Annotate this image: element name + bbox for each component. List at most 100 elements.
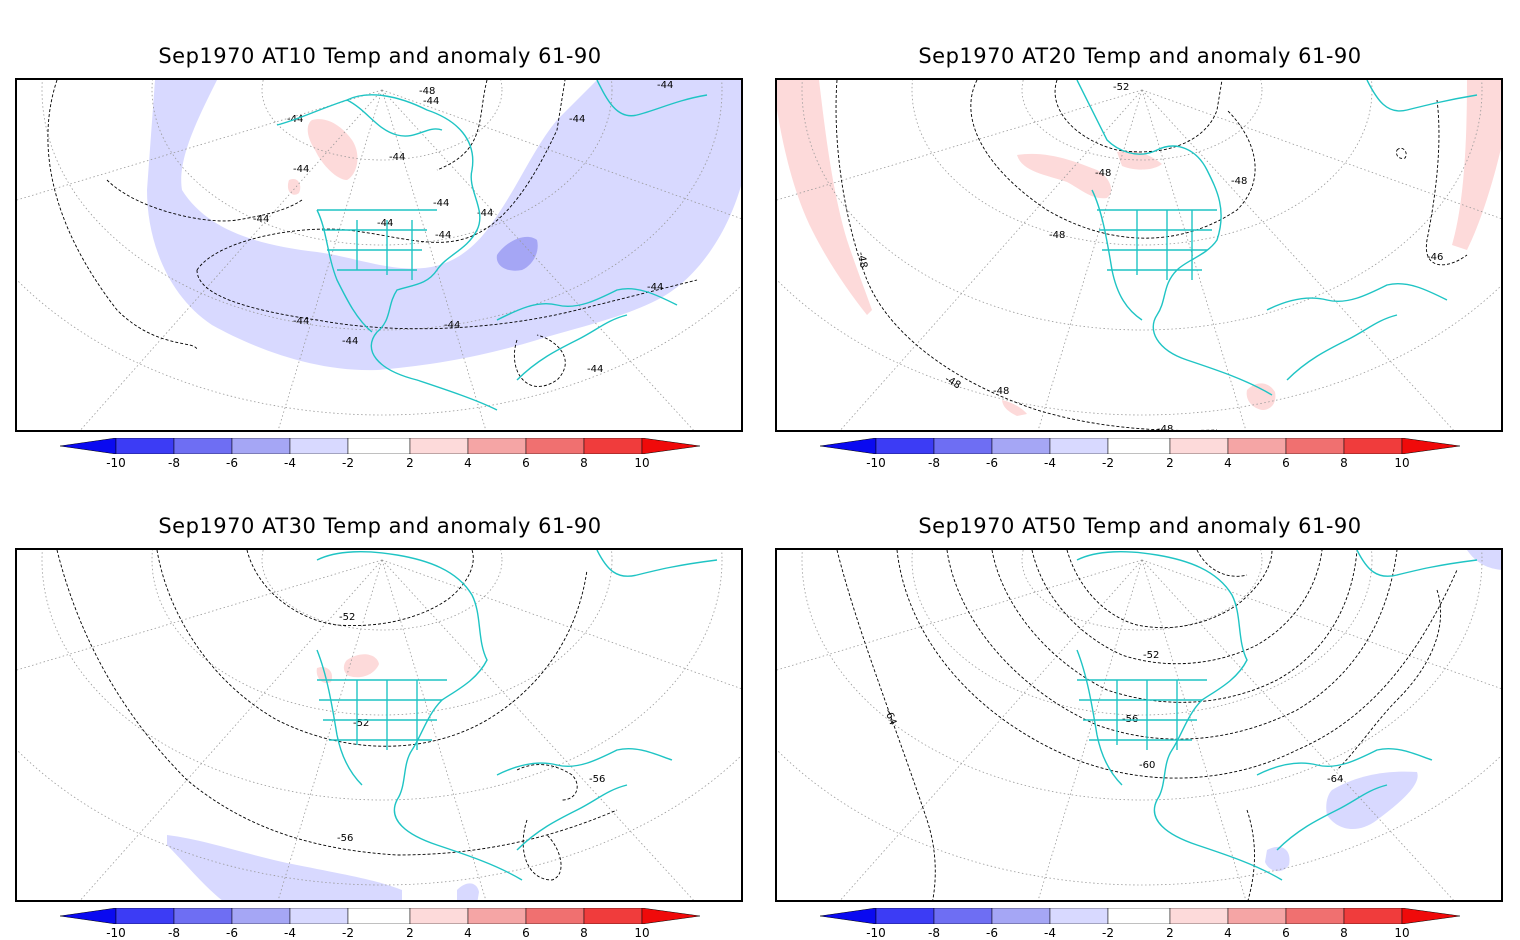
anomaly-negative-region xyxy=(1467,550,1501,570)
graticule xyxy=(17,550,741,900)
colorbar-swatch xyxy=(875,907,935,925)
contour-label: -48 xyxy=(855,251,869,269)
anomaly-positive-region xyxy=(777,80,872,315)
colorbar-label: -4 xyxy=(1044,456,1056,470)
contour-label: -44 xyxy=(293,316,309,327)
colorbar-label: 4 xyxy=(464,926,472,940)
contour-lines xyxy=(47,80,698,387)
colorbar-label: 6 xyxy=(522,926,530,940)
colorbar-label: -4 xyxy=(284,456,296,470)
contour-label: -44 xyxy=(389,152,405,163)
colorbar-label: 2 xyxy=(1166,456,1174,470)
colorbar-swatches xyxy=(819,437,1461,455)
colorbar-label: 8 xyxy=(580,456,588,470)
colorbar-label: -10 xyxy=(866,456,886,470)
colorbar-label: 8 xyxy=(1340,456,1348,470)
panel-title: Sep1970 AT20 Temp and anomaly 61-90 xyxy=(918,44,1362,68)
colorbar-swatch xyxy=(1401,907,1461,925)
colorbar-swatch xyxy=(289,907,349,925)
colorbar-swatch xyxy=(525,437,585,455)
colorbar-swatches xyxy=(59,907,701,925)
colorbar-swatch xyxy=(409,437,469,455)
colorbar-swatch xyxy=(347,437,411,455)
colorbar-swatch xyxy=(933,907,993,925)
contour-label: -44 xyxy=(444,320,460,331)
colorbar-swatch xyxy=(1343,907,1403,925)
contour-label: -44 xyxy=(342,336,358,347)
panel-at20: Sep1970 AT20 Temp and anomaly 61-90 xyxy=(760,0,1520,470)
colorbar-swatch xyxy=(1169,907,1229,925)
contour-label: -52 xyxy=(353,718,369,729)
colorbar-label: -6 xyxy=(226,926,238,940)
contour-label: -56 xyxy=(589,774,605,785)
contour-label: -60 xyxy=(1139,760,1155,771)
contour-label: -48 xyxy=(1049,230,1065,241)
anomaly-positive-region xyxy=(1002,400,1027,416)
contour-label: -44 xyxy=(433,198,449,209)
graticule xyxy=(777,550,1501,900)
colorbar-swatch xyxy=(59,907,117,925)
map-canvas: -48 -44 -44 -44 -44 -44 -44 -44 -44 -44 … xyxy=(17,80,741,430)
coastlines xyxy=(1076,550,1478,881)
colorbar: -10 -8 -6 -4 -2 2 4 6 8 10 xyxy=(819,437,1461,470)
anomaly-negative-region xyxy=(457,883,479,900)
coastlines xyxy=(316,550,718,881)
contour-lines xyxy=(836,550,1458,900)
colorbar-swatch xyxy=(409,907,469,925)
colorbar-swatch xyxy=(289,437,349,455)
colorbar-swatch xyxy=(1401,437,1461,455)
contour-label: -56 xyxy=(337,833,353,844)
colorbar-label: -4 xyxy=(1044,926,1056,940)
colorbar-label: 2 xyxy=(1166,926,1174,940)
colorbar-label: -2 xyxy=(1102,456,1114,470)
colorbar-swatch xyxy=(347,907,411,925)
colorbar-label: 4 xyxy=(1224,456,1232,470)
colorbar-label: -6 xyxy=(226,456,238,470)
panel-title: Sep1970 AT50 Temp and anomaly 61-90 xyxy=(918,514,1362,538)
colorbar-swatch xyxy=(1049,907,1109,925)
map-canvas: -52 -48 -48 -48 -48 -48 -46 -48 -48 xyxy=(777,80,1501,430)
colorbar-swatch xyxy=(173,437,233,455)
map-at10: -48 -44 -44 -44 -44 -44 -44 -44 -44 -44 … xyxy=(15,78,743,432)
contour-label: -44 xyxy=(477,208,493,219)
colorbar: -10 -8 -6 -4 -2 2 4 6 8 10 xyxy=(819,907,1461,940)
colorbar-label: -6 xyxy=(986,926,998,940)
colorbar-swatch xyxy=(1107,437,1171,455)
colorbar-swatch xyxy=(1227,907,1287,925)
colorbar-label: 2 xyxy=(406,456,414,470)
graticule xyxy=(17,80,741,430)
anomaly-positive-region xyxy=(1452,80,1501,250)
contour-lines xyxy=(56,550,618,881)
colorbar-swatch xyxy=(231,907,291,925)
contour-label: -44 xyxy=(293,164,309,175)
colorbar-swatch xyxy=(1049,437,1109,455)
colorbar-swatch xyxy=(173,907,233,925)
colorbar-label: -10 xyxy=(106,456,126,470)
contour-label: -48 xyxy=(943,374,963,392)
colorbar-swatch xyxy=(1343,437,1403,455)
colorbar-label: -8 xyxy=(928,456,940,470)
contour-label: -52 xyxy=(339,612,355,623)
colorbar-swatch xyxy=(115,907,175,925)
colorbar-swatch xyxy=(933,437,993,455)
colorbar-label: 2 xyxy=(406,926,414,940)
panel-title: Sep1970 AT30 Temp and anomaly 61-90 xyxy=(158,514,602,538)
contour-labels: -52 -52 -56 -56 xyxy=(337,612,605,844)
contour-label: -44 xyxy=(647,282,663,293)
anomaly-negative-region xyxy=(1265,846,1290,872)
map-at50: -52 -56 -60 -64 -64 xyxy=(775,548,1503,902)
colorbar: -10 -8 -6 -4 -2 2 4 6 8 10 xyxy=(59,907,701,940)
anomaly-positive-region xyxy=(307,119,358,180)
anomaly-negative-region xyxy=(147,80,741,371)
contour-label: -52 xyxy=(1113,82,1129,93)
colorbar-label: 10 xyxy=(634,456,650,470)
colorbar-label: -6 xyxy=(986,456,998,470)
anomaly-negative-core xyxy=(496,236,538,271)
colorbar-label: -2 xyxy=(342,456,354,470)
colorbar-label: -10 xyxy=(106,926,126,940)
colorbar-swatch xyxy=(819,437,877,455)
colorbar-swatch xyxy=(583,907,643,925)
contour-labels: -52 -48 -48 -48 -48 -48 -46 -48 -48 xyxy=(855,82,1443,430)
anomaly-positive-region xyxy=(287,178,301,195)
panel-at50: Sep1970 AT50 Temp and anomaly 61-90 xyxy=(760,470,1520,940)
